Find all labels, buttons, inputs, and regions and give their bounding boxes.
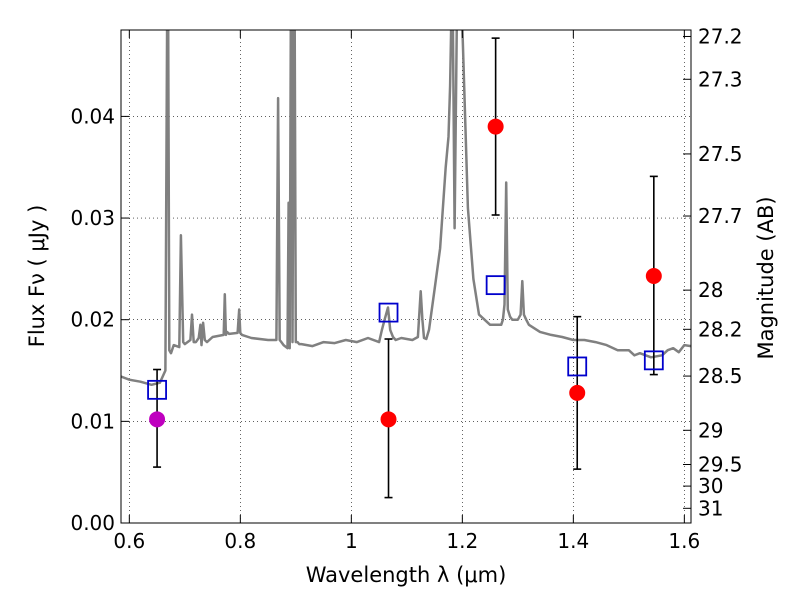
spectrum-layer <box>121 30 691 387</box>
magnitude-tick-label: 29.5 <box>698 453 743 477</box>
observed-point <box>149 411 166 428</box>
y-axis-ticks: 0.00 0.01 0.02 0.03 0.04 <box>70 104 129 535</box>
y-tick-label: 0.00 <box>70 511 115 535</box>
magnitude-tick-label: 28.2 <box>698 317 743 341</box>
observed-point <box>380 411 397 428</box>
magnitude-tick-label: 27.7 <box>698 204 743 228</box>
model-point <box>485 275 506 296</box>
spectrum-line <box>121 30 691 387</box>
right-axis-label: Magnitude (AB) <box>754 196 778 359</box>
y-tick-label: 0.03 <box>70 206 115 230</box>
x-tick-label: 1.2 <box>446 529 478 553</box>
y-tick-label: 0.01 <box>70 409 115 433</box>
x-tick-label: 0.6 <box>113 529 145 553</box>
x-tick-label: 1.6 <box>668 529 700 553</box>
magnitude-tick-label: 28 <box>698 278 723 302</box>
magnitude-tick-label: 29 <box>698 418 723 442</box>
model-point <box>643 350 664 371</box>
magnitude-tick-label: 31 <box>698 496 723 520</box>
x-axis-label: Wavelength λ (μm) <box>306 563 507 587</box>
magnitude-tick-label: 27.5 <box>698 142 743 166</box>
model-point <box>378 302 399 323</box>
observed-point <box>487 118 504 135</box>
model-points-layer <box>147 275 664 400</box>
plot-background <box>121 30 691 523</box>
magnitude-tick-label: 28.5 <box>698 364 743 388</box>
x-tick-label: 1.4 <box>557 529 589 553</box>
x-tick-label: 0.8 <box>224 529 256 553</box>
model-point <box>567 356 588 377</box>
x-axis-ticks: 0.6 0.8 1 1.2 1.4 1.6 <box>113 30 700 553</box>
magnitude-tick-label: 30 <box>698 474 723 498</box>
y-tick-label: 0.02 <box>70 308 115 332</box>
y-tick-label: 0.04 <box>70 104 115 128</box>
plot-frame <box>120 29 692 524</box>
x-tick-label: 1 <box>345 529 358 553</box>
observed-points-layer <box>149 118 662 428</box>
observed-point <box>645 267 662 284</box>
y-axis-label: Flux Fν ( μJy ) <box>25 205 49 348</box>
magnitude-tick-label: 27.3 <box>698 67 743 91</box>
observed-point <box>569 384 586 401</box>
model-point <box>147 379 167 400</box>
magnitude-tick-label: 27.2 <box>698 24 743 48</box>
